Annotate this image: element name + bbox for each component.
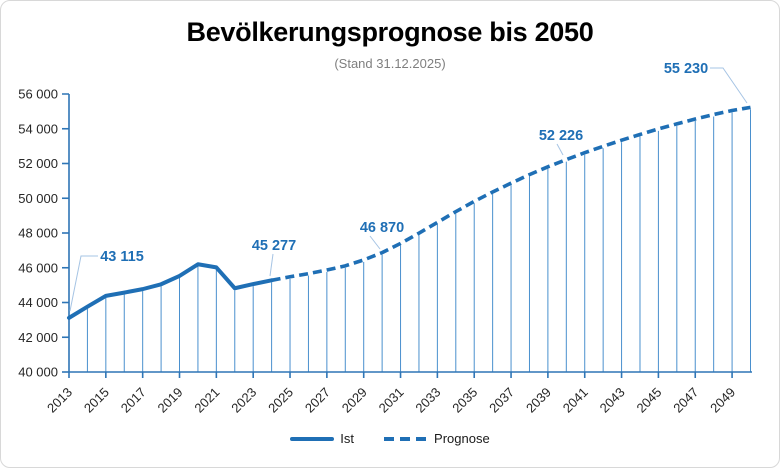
x-tick-label: 2035 <box>449 385 480 416</box>
y-tick-label: 48 000 <box>18 226 58 241</box>
x-axis: 2013 2015 2017 2019 2021 2023 2025 2027 2029 2031… <box>44 371 752 416</box>
legend-ist-line-swatch <box>290 436 335 441</box>
chart-subtitle: (Stand 31.12.2025) <box>334 56 446 71</box>
drop-lines <box>68 109 751 372</box>
data-point-label: 43 115 <box>100 249 144 265</box>
x-tick-label: 2037 <box>486 385 517 416</box>
y-tick-label: 46 000 <box>18 260 58 275</box>
x-tick-label: 2013 <box>44 385 75 416</box>
chart-title: Bevölkerungsprognose bis 2050 <box>186 17 594 47</box>
x-tick-label: 2045 <box>633 385 664 416</box>
label-leader-line <box>69 255 98 312</box>
x-tick-label: 2019 <box>155 385 186 416</box>
y-tick-label: 56 000 <box>18 87 58 102</box>
y-tick-label: 52 000 <box>18 156 58 171</box>
y-axis: 40 000 42 000 44 000 46 000 48 000 50 000 52 0… <box>18 87 70 380</box>
data-point-label: 46 870 <box>360 220 404 236</box>
x-tick-label: 2039 <box>523 385 554 416</box>
x-tick-label: 2015 <box>81 385 112 416</box>
x-tick-label: 2033 <box>412 385 443 416</box>
data-point-label: 45 277 <box>252 238 296 254</box>
data-point-label: 52 226 <box>539 128 583 144</box>
x-tick-label: 2031 <box>376 385 407 416</box>
x-tick-label: 2027 <box>302 385 333 416</box>
y-tick-label: 44 000 <box>18 295 58 310</box>
legend-ist-label: Ist <box>340 431 355 446</box>
prognose-series-line <box>271 105 751 283</box>
label-leader-line <box>556 143 564 156</box>
x-tick-label: 2043 <box>597 385 628 416</box>
chart-legend: Ist Prognose <box>1 431 779 446</box>
x-tick-label: 2021 <box>191 385 222 416</box>
data-point-label: 55 230 <box>664 61 708 77</box>
x-tick-label: 2025 <box>265 385 296 416</box>
data-labels: 43 115 45 277 46 870 52 226 55 230 <box>69 61 748 312</box>
legend-prognose-label: Prognose <box>434 431 490 446</box>
x-tick-label: 2029 <box>339 385 370 416</box>
x-tick-label: 2047 <box>670 385 701 416</box>
x-tick-label: 2017 <box>118 385 149 416</box>
y-tick-label: 54 000 <box>18 121 58 136</box>
label-leader-line <box>269 253 274 277</box>
ist-series-line <box>67 262 274 320</box>
label-leader-line <box>369 235 381 250</box>
x-tick-label: 2049 <box>707 385 738 416</box>
y-tick-label: 42 000 <box>18 330 58 345</box>
y-tick-label: 50 000 <box>18 191 58 206</box>
x-tick-label: 2041 <box>560 385 591 416</box>
label-leader-line <box>710 67 748 104</box>
y-tick-label: 40 000 <box>18 365 58 380</box>
legend-prognose-line-swatch <box>384 436 429 441</box>
x-tick-label: 2023 <box>228 385 259 416</box>
